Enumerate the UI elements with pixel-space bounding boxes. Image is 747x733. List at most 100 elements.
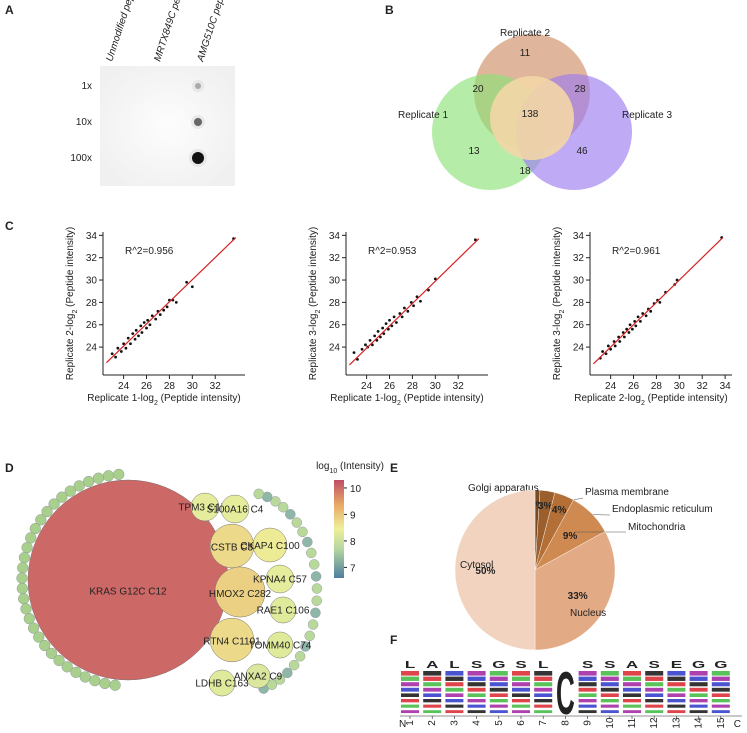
column-label: AMG510C peptide [195,0,231,64]
minor-bubble [64,485,76,497]
x-tick-label: 34 [720,381,732,392]
pie-slice [534,531,616,651]
bubble-label: S100A16 C4 [207,505,264,516]
residue-stack [645,693,664,697]
label-part: Replicate 2-log [65,314,76,381]
point [116,346,120,350]
residue-stack [489,671,508,676]
annotation: R^2=0.953 [368,246,417,257]
point [634,324,638,328]
point [601,350,604,353]
bubble [252,527,288,563]
residue-stack [667,704,686,708]
minor-bubble [39,639,51,652]
minor-bubble [294,651,306,662]
residue-stack [667,687,686,692]
point [373,334,377,338]
bubble-label: LDHB C163 [195,679,249,690]
minor-bubble [288,659,300,671]
venn-core [490,76,574,160]
residue-stack [689,671,708,676]
residue-stack [489,682,508,687]
point [124,346,128,350]
point [658,300,662,304]
point [165,305,169,309]
residue-stack [578,699,597,703]
residue-stack [667,682,686,687]
y-tick-label: 26 [329,320,341,331]
label-part: 2 [154,400,158,407]
minor-bubble [309,559,320,570]
axis-label: Replicate 1-log2 (Peptide intensity) [330,393,483,407]
residue-letter: E [671,659,682,670]
label-part: log [316,461,329,472]
axis-label: Replicate 1-log2 (Peptide intensity) [87,393,240,407]
terminus-label: C [734,719,741,728]
residue-stack [534,699,553,703]
logo-tick-label: 11 [627,717,638,728]
bubble [265,564,295,594]
residue-stack [423,676,442,681]
residue-stack [623,704,641,708]
set-label: Replicate 3 [622,110,672,121]
x-tick-label: 28 [651,381,663,392]
minor-bubble [79,671,91,683]
residue-stack [401,682,419,687]
residue-stack [401,687,419,692]
point [370,343,374,347]
residue-stack [645,671,664,676]
x-tick-label: 30 [674,381,686,392]
bubble [266,631,294,659]
region-count: 20 [472,84,484,95]
point [400,315,404,319]
residue-stack [645,676,664,681]
logo-tick-label: 6 [516,720,527,726]
residue-stack [667,676,686,681]
residue-stack [445,671,464,676]
minor-bubble [99,677,111,690]
label-part: 2 [641,400,645,407]
label-part: (Intensity) [337,461,384,472]
logo-tick-label: 14 [694,717,705,728]
region-count: 28 [574,84,586,95]
panel-label: B [385,3,394,17]
residue-stack [689,676,708,681]
residue-stack [512,671,530,676]
residue-stack [600,682,619,687]
fit-line [593,237,724,365]
bubble-label: TPM3 C170 [178,503,232,514]
point [158,313,162,317]
pie-value-label: 50% [475,566,495,577]
minor-bubble [92,472,105,484]
logo-tick-label: 4 [472,720,483,726]
point [638,319,642,323]
bubble [214,566,266,618]
minor-bubble [285,509,296,520]
residue-stack [401,693,419,697]
point [622,335,626,339]
blot-dot [194,118,202,126]
residue-stack [423,710,442,714]
y-tick-label: 24 [86,343,98,354]
bubble-label: KRAS G12C C12 [89,587,167,598]
point [146,318,150,322]
residue-stack [623,710,641,714]
residue-stack [645,710,664,714]
x-tick-label: 32 [453,381,465,392]
residue-stack [623,671,641,676]
residue-stack [623,687,641,692]
point [406,309,410,313]
residue-stack [534,710,553,714]
bubble-label: HMOX2 C282 [209,589,272,600]
label-part: (Peptide intensity) [401,393,484,404]
residue-stack [667,710,686,714]
colorbar-tick-label: 8 [350,537,356,548]
residue-stack [467,671,486,676]
minor-bubble [18,593,30,605]
residue-stack [423,704,442,708]
residue-stack [711,682,730,687]
residue-stack [445,693,464,697]
minor-bubble [29,523,41,535]
fit-line [349,238,480,366]
